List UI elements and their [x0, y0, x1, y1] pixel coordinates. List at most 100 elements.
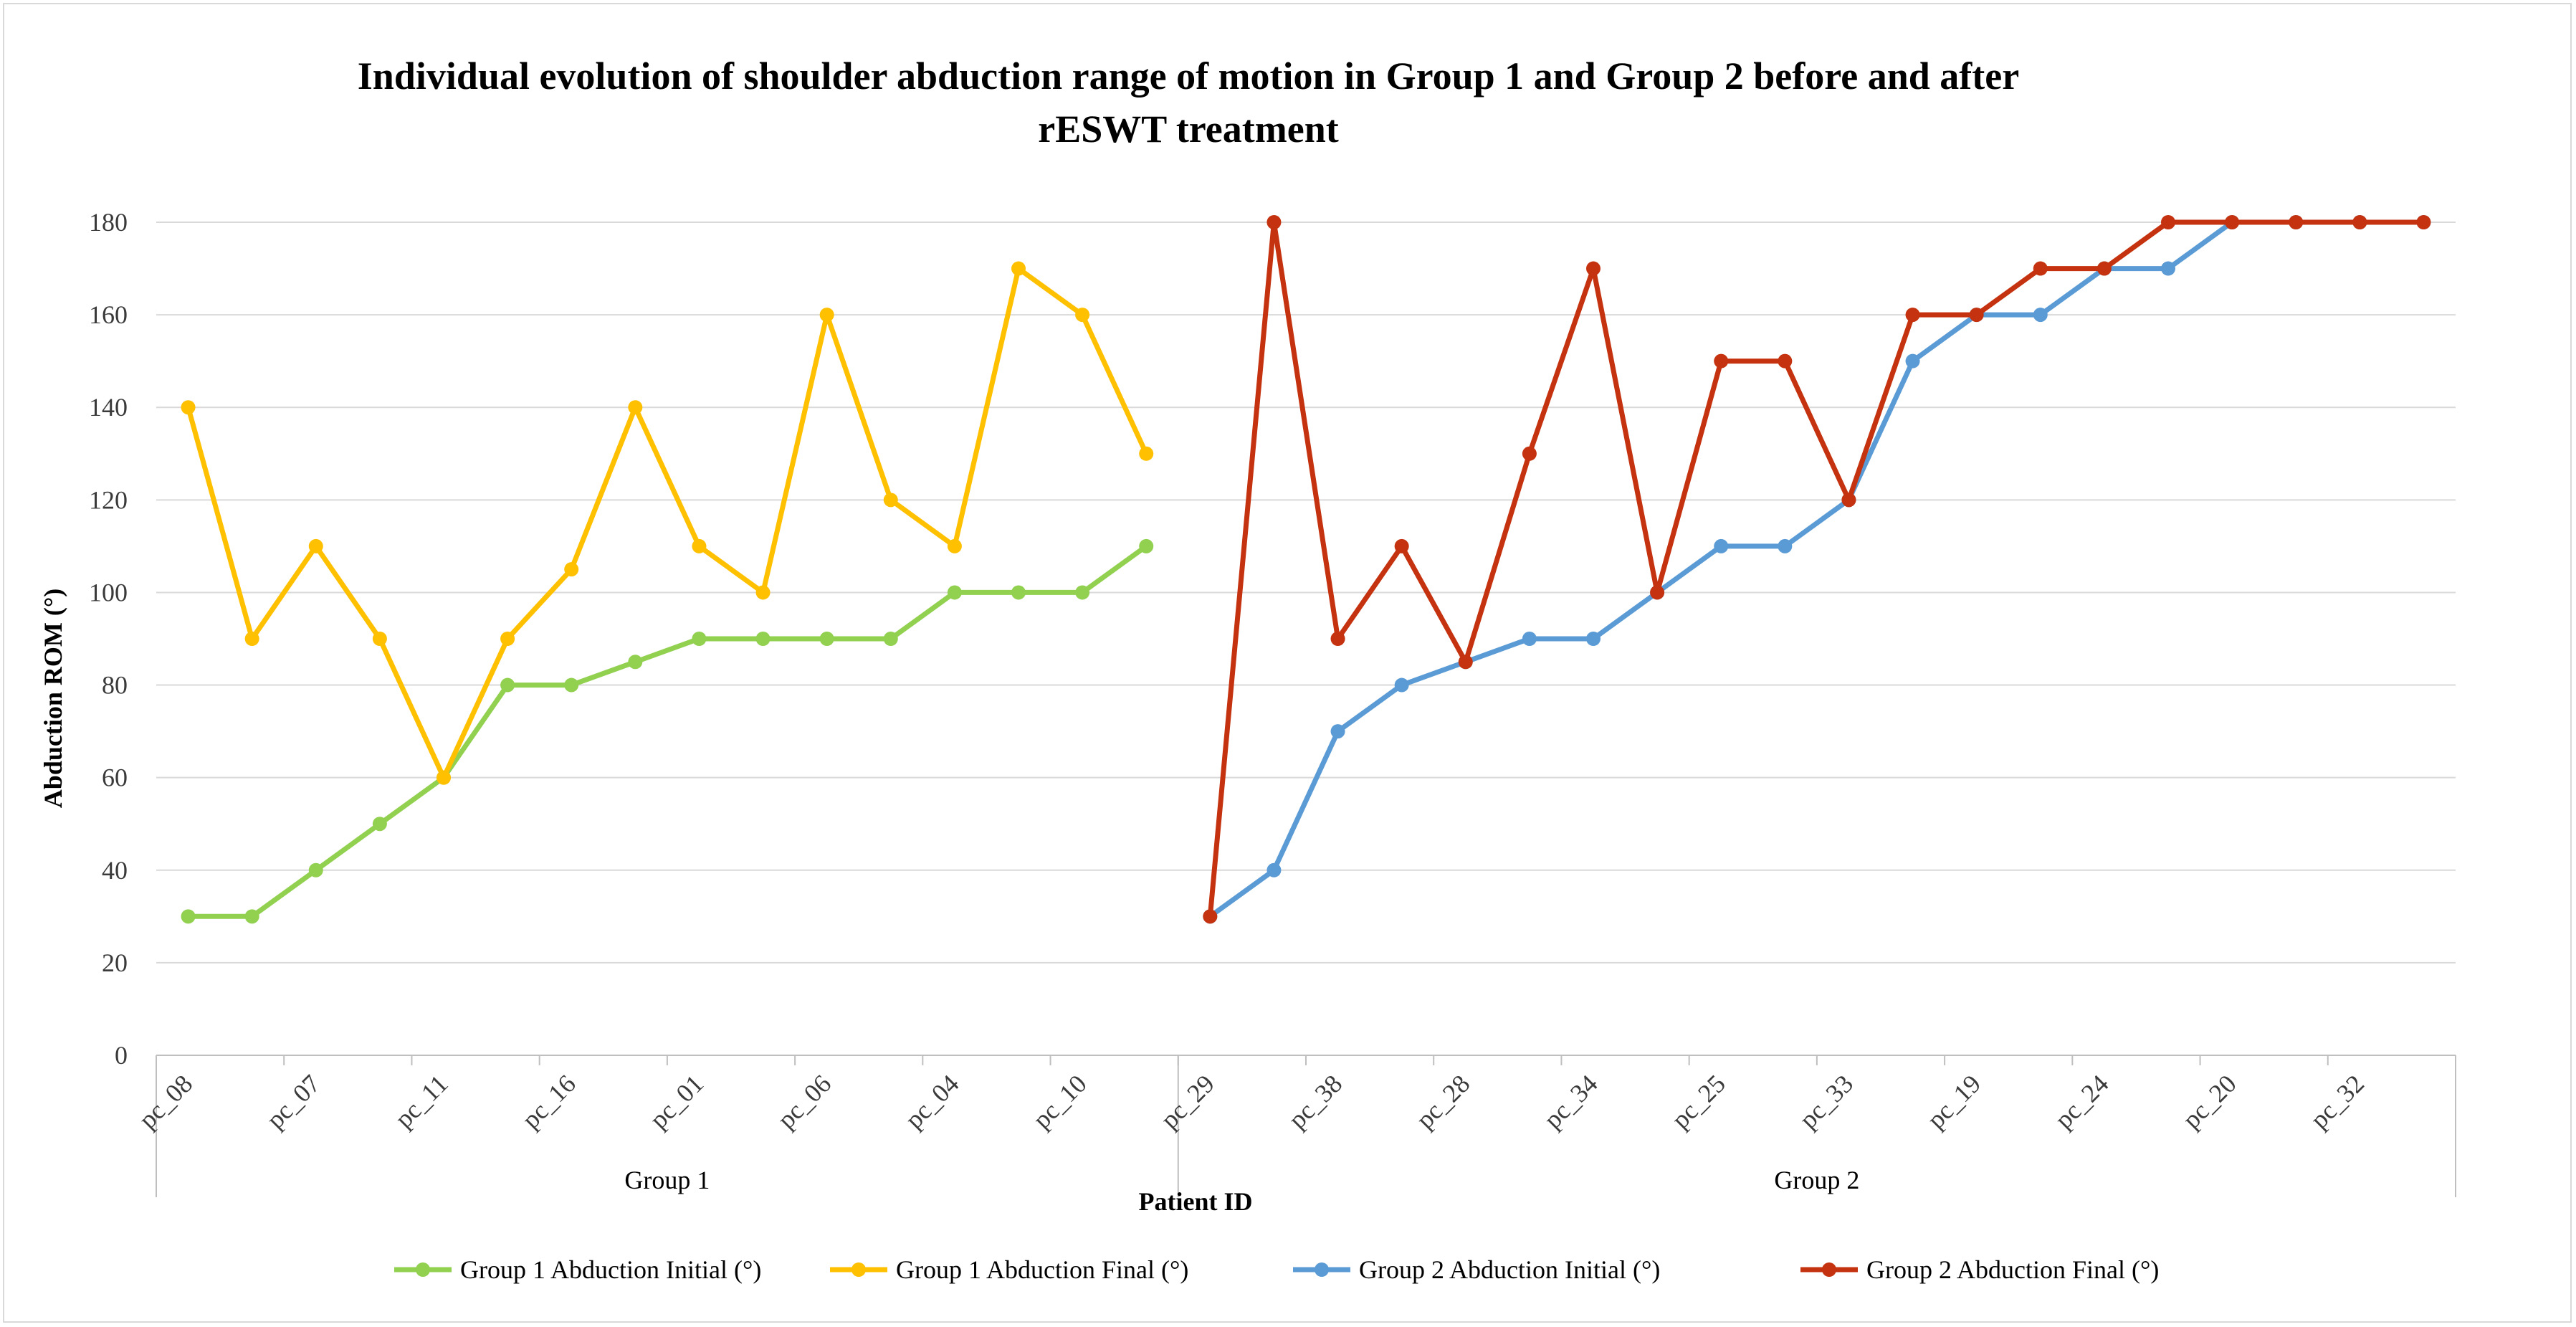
x-axis-title: Patient ID — [1139, 1187, 1253, 1216]
legend-label-2: Group 1 Abduction Final (°) — [896, 1255, 1188, 1284]
series-4-point-1 — [1266, 215, 1282, 229]
y-tick-labels: 0 20 40 60 80 100 120 140 160 180 — [89, 208, 128, 1070]
series-3-point-1 — [1266, 862, 1282, 877]
series-3-point-8 — [1714, 538, 1729, 553]
y-tick-label-100: 100 — [89, 578, 128, 607]
y-tick-label-0: 0 — [115, 1041, 128, 1070]
x-tick-label-pc_25: pc_25 — [1666, 1069, 1730, 1133]
legend-label-1: Group 1 Abduction Initial (°) — [460, 1255, 761, 1284]
legend: Group 1 Abduction Initial (°) Group 1 Abd… — [394, 1255, 2159, 1284]
chart-title-line-2: rESWT treatment — [1038, 108, 1338, 151]
series-1-point-0 — [181, 909, 196, 924]
series-2-point-6 — [564, 562, 579, 577]
x-tick-label-pc_07: pc_07 — [261, 1069, 325, 1133]
series-3-point-9 — [1778, 538, 1793, 553]
series-2-point-15 — [1139, 446, 1154, 461]
series-2-point-11 — [883, 493, 898, 508]
series-4-point-6 — [1586, 261, 1601, 276]
series-4-point-16 — [2225, 215, 2240, 229]
series-1-point-11 — [883, 632, 898, 646]
series-1-point-6 — [564, 677, 579, 693]
series-3-point-5 — [1522, 632, 1537, 646]
axes — [156, 1055, 2456, 1197]
series-1-point-7 — [628, 655, 643, 670]
series-3-point-15 — [2161, 261, 2175, 276]
x-tick-label-pc_28: pc_28 — [1411, 1069, 1475, 1133]
series-1-point-3 — [372, 817, 387, 832]
y-tick-label-80: 80 — [102, 671, 128, 700]
x-tick-label-pc_20: pc_20 — [2177, 1069, 2241, 1133]
x-tick-label-pc_06: pc_06 — [772, 1069, 836, 1133]
legend-item-2: Group 1 Abduction Final (°) — [830, 1255, 1188, 1284]
series-4-point-2 — [1330, 632, 1345, 646]
series-4-point-8 — [1714, 353, 1729, 368]
series-2-point-10 — [819, 308, 834, 323]
legend-label-4: Group 2 Abduction Final (°) — [1866, 1255, 2159, 1284]
series-3-line — [1207, 219, 2426, 919]
series-2-line — [186, 266, 1149, 781]
series-2-point-2 — [308, 538, 323, 553]
y-tick-label-60: 60 — [102, 764, 128, 792]
x-tick-label-pc_11: pc_11 — [389, 1069, 454, 1133]
legend-swatch-marker-4 — [1822, 1262, 1836, 1277]
series-1-point-14 — [1075, 585, 1090, 600]
x-tick-label-pc_24: pc_24 — [2049, 1069, 2114, 1133]
x-tick-label-pc_04: pc_04 — [900, 1069, 964, 1133]
chart-frame: Individual evolution of shoulder abducti… — [3, 3, 2572, 1323]
legend-swatch-marker-3 — [1315, 1262, 1329, 1277]
series-4-point-12 — [1969, 308, 1984, 323]
group-label-1: Group 1 — [624, 1166, 710, 1194]
x-tick-label-pc_10: pc_10 — [1027, 1069, 1092, 1133]
x-tick-label-pc_33: pc_33 — [1794, 1069, 1859, 1133]
y-tick-label-140: 140 — [89, 393, 128, 422]
series-1-point-13 — [1011, 585, 1026, 600]
series-2-point-3 — [372, 632, 387, 646]
series-1-point-5 — [500, 677, 515, 693]
x-tick-labels: pc_08 pc_07 pc_11 pc_16 pc_01 pc_06 pc_04 pc_10… — [133, 1069, 2370, 1133]
x-tick-label-pc_19: pc_19 — [1922, 1069, 1986, 1133]
x-tick-label-pc_01: pc_01 — [644, 1069, 709, 1133]
y-tick-label-160: 160 — [89, 300, 128, 329]
series-1-point-2 — [308, 862, 323, 877]
series-3-point-2 — [1330, 724, 1345, 739]
y-tick-label-180: 180 — [89, 208, 128, 237]
series-4-point-7 — [1650, 585, 1665, 600]
line-chart: Individual evolution of shoulder abducti… — [39, 54, 2456, 1284]
series-2-point-4 — [437, 770, 451, 785]
series-2-point-0 — [181, 400, 196, 415]
series-4-point-13 — [2033, 261, 2048, 276]
series-4-line — [1207, 219, 2426, 919]
series-4-point-14 — [2096, 261, 2112, 276]
series-4-point-19 — [2416, 215, 2431, 229]
legend-label-3: Group 2 Abduction Initial (°) — [1359, 1255, 1660, 1284]
group-label-2: Group 2 — [1774, 1166, 1859, 1194]
series-1-point-8 — [692, 632, 707, 646]
series-4-point-11 — [1905, 308, 1920, 323]
series-3-point-6 — [1586, 632, 1601, 646]
series-2-point-7 — [628, 400, 643, 415]
series-4-point-5 — [1522, 446, 1537, 461]
series-4-point-18 — [2352, 215, 2367, 229]
series-1 — [181, 538, 1154, 924]
legend-swatch-marker-2 — [851, 1262, 866, 1277]
legend-item-1: Group 1 Abduction Initial (°) — [394, 1255, 761, 1284]
legend-item-3: Group 2 Abduction Initial (°) — [1293, 1255, 1660, 1284]
legend-item-4: Group 2 Abduction Final (°) — [1800, 1255, 2159, 1284]
series-4-point-4 — [1458, 655, 1473, 670]
series-2-point-14 — [1075, 308, 1090, 323]
series-3-point-13 — [2033, 308, 2048, 323]
y-tick-label-40: 40 — [102, 856, 128, 885]
series-4-point-9 — [1778, 353, 1793, 368]
series-2-point-8 — [692, 538, 707, 553]
x-tick-label-pc_34: pc_34 — [1538, 1069, 1603, 1133]
series-4-point-10 — [1841, 493, 1856, 508]
series-1-point-1 — [244, 909, 259, 924]
x-tick-label-pc_29: pc_29 — [1155, 1069, 1219, 1133]
group-labels: Group 1 Group 2 — [624, 1166, 1859, 1194]
legend-swatch-marker-1 — [416, 1262, 430, 1277]
series-1-point-12 — [947, 585, 962, 600]
gridlines — [156, 222, 2456, 1056]
series-2-point-5 — [500, 632, 515, 646]
x-tick-label-pc_32: pc_32 — [2304, 1069, 2369, 1133]
series-4-point-0 — [1203, 909, 1218, 924]
